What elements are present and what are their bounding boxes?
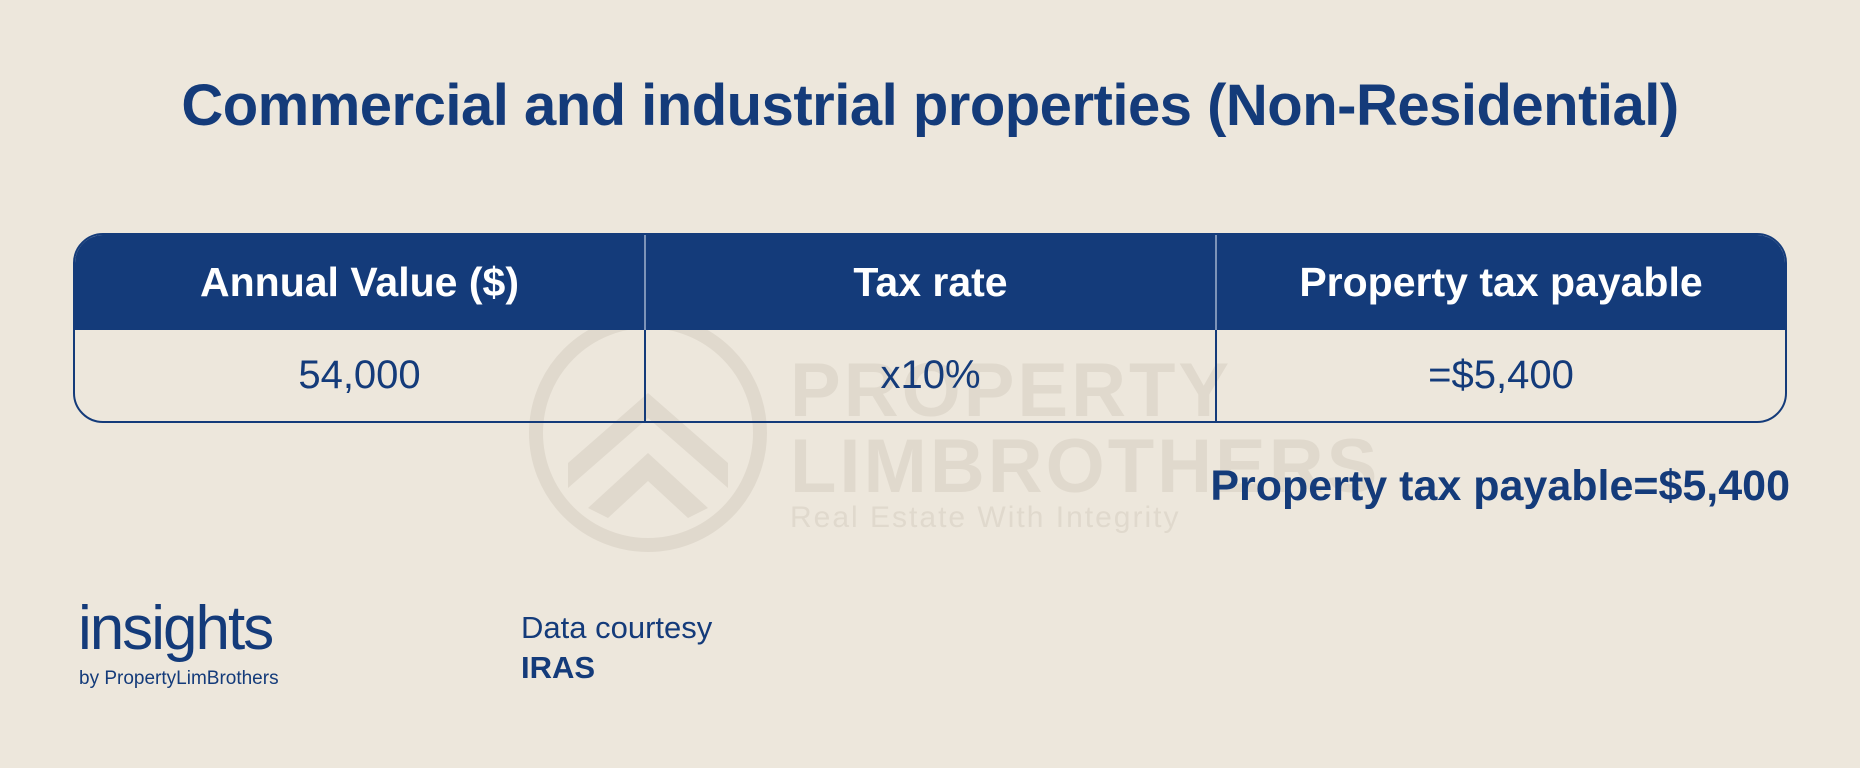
- cell-tax-rate: x10%: [646, 330, 1217, 421]
- insights-logo: insights: [78, 594, 274, 663]
- watermark-tagline: Real Estate With Integrity: [790, 501, 1181, 534]
- header-tax-payable: Property tax payable: [1217, 235, 1785, 330]
- credit-source: IRAS: [521, 650, 596, 685]
- cell-annual-value: 54,000: [75, 330, 646, 421]
- tax-table: Annual Value ($) Tax rate Property tax p…: [73, 233, 1787, 423]
- cell-tax-payable: =$5,400: [1428, 353, 1574, 397]
- logo-byline: by PropertyLimBrothers: [79, 668, 279, 689]
- header-tax-rate: Tax rate: [646, 235, 1217, 330]
- page-title: Commercial and industrial properties (No…: [181, 73, 1679, 138]
- credit-label: Data courtesy: [521, 610, 713, 645]
- header-annual-value: Annual Value ($): [75, 235, 646, 330]
- summary-total: Property tax payable=$5,400: [1210, 462, 1790, 510]
